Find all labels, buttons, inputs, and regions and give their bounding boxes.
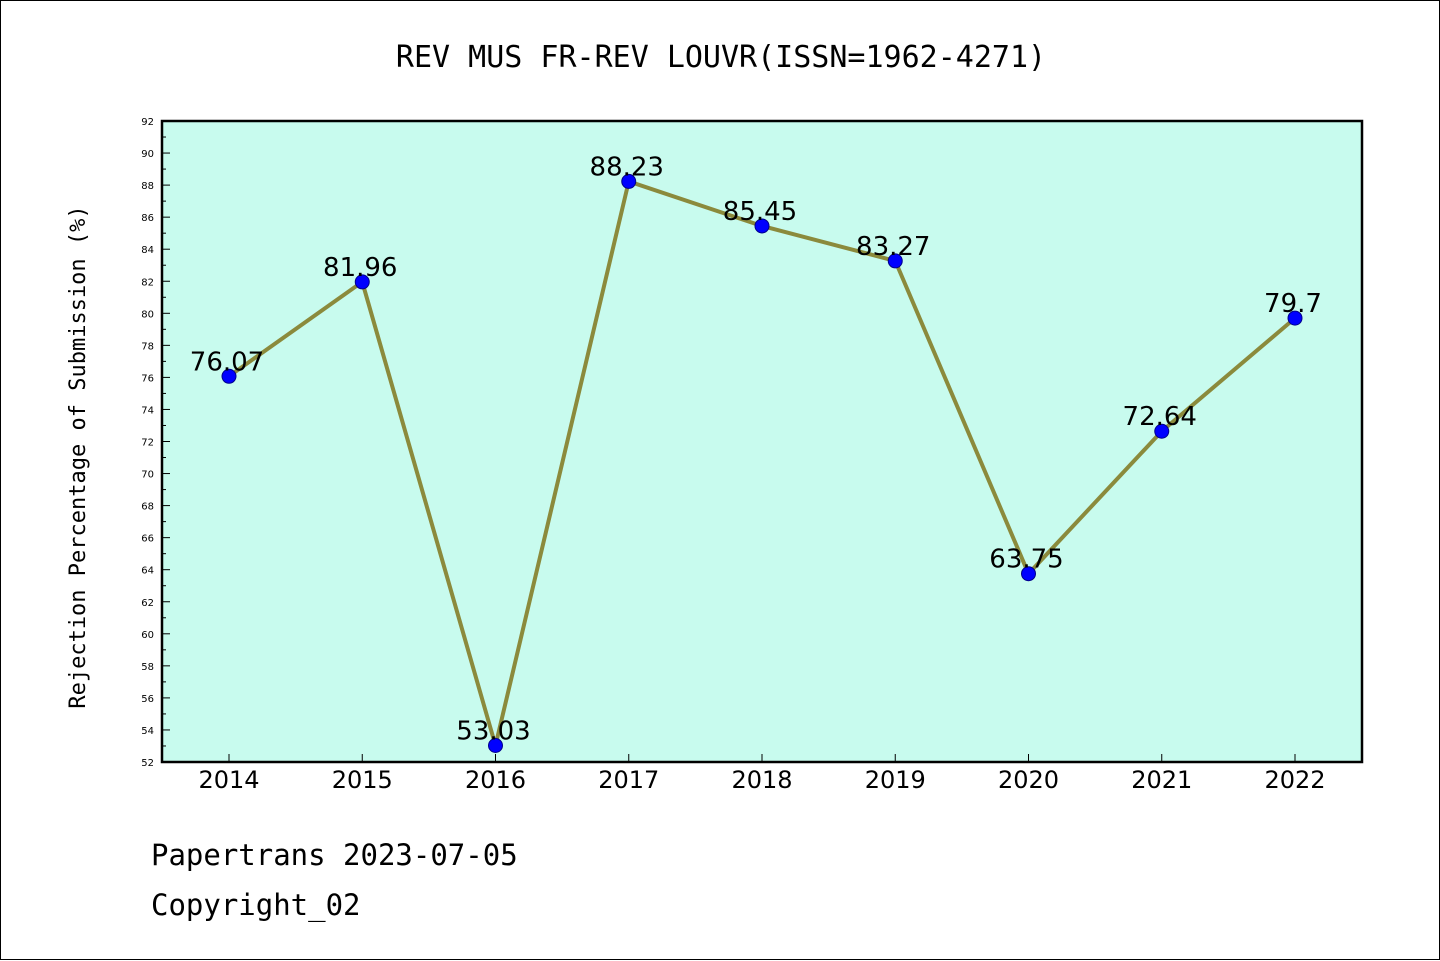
y-tick-label: 54 [141, 726, 154, 737]
data-label: 63.75 [989, 545, 1063, 575]
plot-border [160, 119, 1364, 764]
y-tick-label: 74 [141, 405, 154, 416]
x-tick-label: 2014 [198, 766, 259, 794]
data-label: 81.96 [323, 253, 397, 283]
data-label: 53.03 [456, 716, 530, 746]
y-tick-label: 52 [141, 758, 154, 769]
y-tick-label: 86 [141, 213, 154, 224]
x-tick-label: 2018 [731, 766, 792, 794]
data-point [1154, 423, 1170, 439]
y-tick-label: 64 [141, 566, 154, 577]
x-axis-ticks: 2014 2015 2016 2017 2018 2019 2020 2021 2022 [198, 754, 1326, 794]
y-tick-label: 82 [141, 277, 154, 288]
x-tick-label: 2021 [1131, 766, 1192, 794]
y-tick-label: 88 [141, 181, 154, 192]
chart-title: REV MUS FR-REV LOUVR(ISSN=1962-4271) [396, 40, 1046, 75]
data-label: 72.64 [1123, 402, 1197, 432]
data-points [221, 173, 1303, 753]
data-label: 85.45 [723, 197, 797, 227]
y-tick-label: 76 [141, 373, 154, 384]
x-tick-label: 2017 [598, 766, 659, 794]
y-tick-label: 62 [141, 598, 154, 609]
data-point [221, 368, 237, 384]
y-axis-label: Rejection Percentage of Submission (%) [66, 205, 91, 708]
y-tick-label: 92 [141, 117, 154, 128]
y-tick-label: 58 [141, 662, 154, 673]
y-tick-label: 84 [141, 245, 154, 256]
y-tick-label: 66 [141, 534, 154, 545]
x-tick-label: 2022 [1264, 766, 1325, 794]
data-point [1021, 566, 1036, 582]
footer-copyright: Copyright_02 [151, 888, 361, 923]
data-point [754, 218, 770, 234]
y-tick-label: 78 [141, 341, 154, 352]
y-tick-label: 72 [141, 438, 154, 449]
y-tick-label: 80 [141, 309, 154, 320]
x-tick-label: 2016 [465, 766, 526, 794]
x-tick-label: 2019 [865, 766, 926, 794]
data-label: 76.07 [190, 347, 264, 377]
data-point [1287, 310, 1303, 326]
data-point [488, 737, 503, 753]
data-label: 79.7 [1264, 289, 1322, 319]
data-label: 88.23 [590, 152, 664, 182]
data-labels: 76.07 81.96 53.03 88.23 85.45 83.27 63.75 72.64… [190, 152, 1322, 746]
y-tick-label: 70 [141, 470, 154, 481]
data-point [887, 253, 903, 269]
footer-date: Papertrans 2023-07-05 [151, 838, 518, 872]
y-tick-label: 56 [141, 694, 154, 705]
y-tick-label: 68 [141, 502, 154, 513]
y-tick-label: 90 [141, 149, 154, 160]
y-axis-ticks: 52 54 56 58 60 62 64 66 68 70 72 74 76 78 80 82 84 86 88 90… [141, 117, 170, 769]
data-point [621, 173, 637, 189]
data-label: 83.27 [856, 232, 930, 262]
data-point [354, 274, 370, 290]
y-tick-label: 60 [141, 630, 154, 641]
x-tick-label: 2015 [332, 766, 393, 794]
x-tick-label: 2020 [998, 766, 1059, 794]
